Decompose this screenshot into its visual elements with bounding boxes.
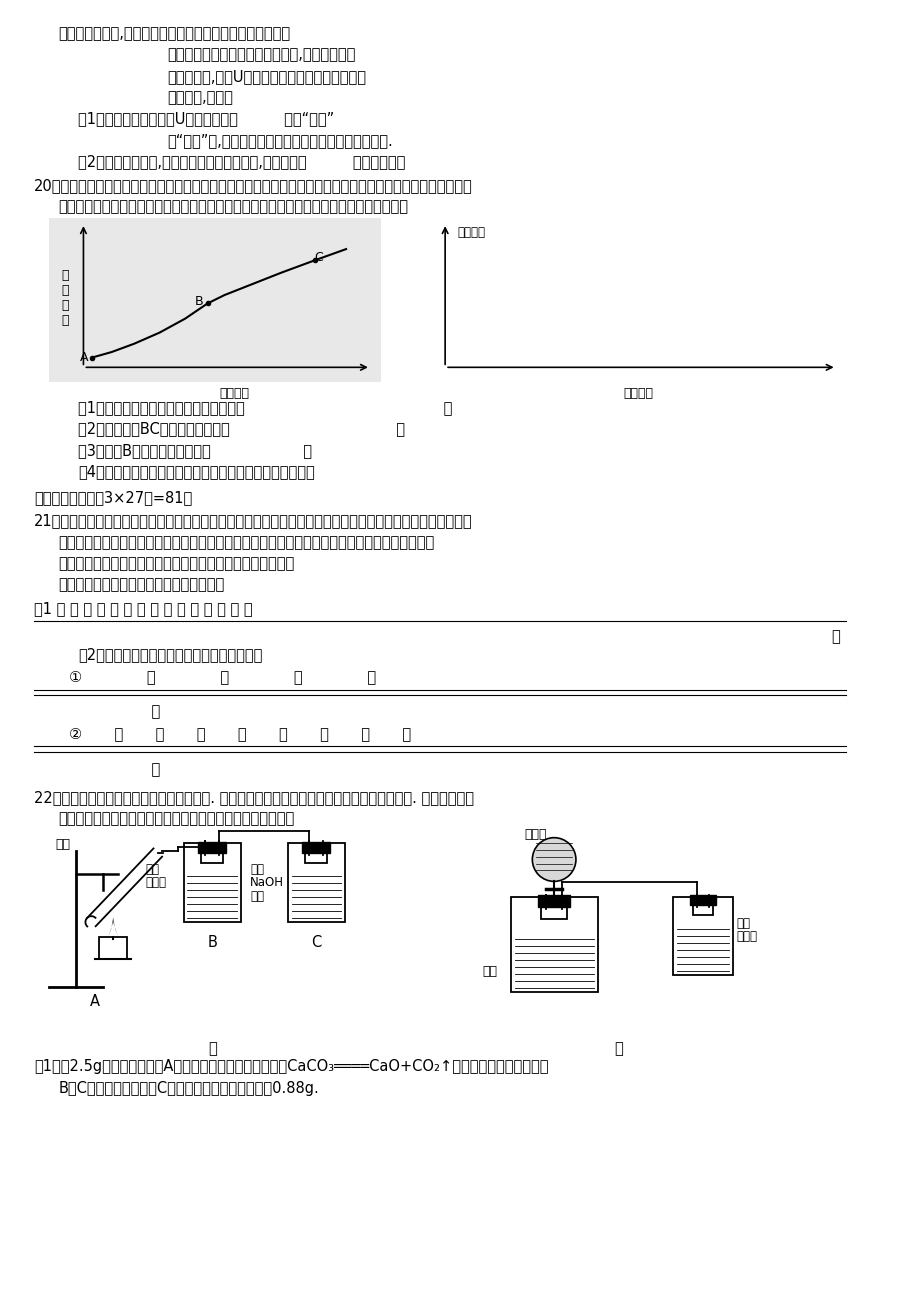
Text: A: A: [90, 993, 100, 1009]
Bar: [199, 841, 226, 853]
Text: B、C装置，实验后发现C装置中氮氧化钓溶液增加了0.88g.: B、C装置，实验后发现C装置中氮氧化钓溶液增加了0.88g.: [59, 1081, 319, 1095]
Bar: [288, 842, 345, 922]
Text: 平的桌面上,观察U形管（装有红墨水）两端液面的: 平的桌面上,观察U形管（装有红墨水）两端液面的: [167, 69, 367, 83]
Text: B: B: [207, 935, 217, 950]
Text: 加入稀盐酸，并振荡。如图表示反应过程中溶液质量随加入盐酸质量的变化而变化的情况。: 加入稀盐酸，并振荡。如图表示反应过程中溶液质量随加入盐酸质量的变化而变化的情况。: [59, 199, 408, 214]
Text: 气体质量: 气体质量: [457, 227, 484, 240]
Text: A: A: [80, 352, 88, 365]
Text: （2）图中线段BC对应的实验现象是                                    。: （2）图中线段BC对应的实验现象是 。: [78, 422, 405, 436]
Text: 三、科学探究题（3×27空=81）: 三、科学探究题（3×27空=81）: [34, 490, 192, 505]
Bar: [510, 897, 597, 992]
Text: 溶液变成了红色，可是过了一会儿红色就消失了。他们分别对这种意外现象的成因作了如下猜想：: 溶液变成了红色，可是过了一会儿红色就消失了。他们分别对这种意外现象的成因作了如下…: [59, 535, 435, 549]
Text: 澄清: 澄清: [736, 917, 750, 930]
Text: B: B: [194, 294, 203, 307]
Text: 21、小红和小林做氮氧化钓溶液与酔邙作用的实验时，发现了一个意外现象：向氮氧化钓溶液中滴入酔邙试液，: 21、小红和小林做氮氧化钓溶液与酔邙作用的实验时，发现了一个意外现象：向氮氧化钓…: [34, 513, 472, 529]
Bar: [692, 897, 712, 915]
Bar: [689, 896, 715, 905]
Text: 小林：可能与氮氧化钓溶液浓度大小有关。: 小林：可能与氮氧化钓溶液浓度大小有关。: [59, 577, 224, 592]
Text: 盐酸质量: 盐酸质量: [220, 387, 249, 400]
Bar: [183, 842, 241, 922]
Text: 小红：可能是氮氧化钓溶液与空气中的二氧化碳反应的缘故；: 小红：可能是氮氧化钓溶液与空气中的二氧化碳反应的缘故；: [59, 556, 295, 572]
Text: 乙: 乙: [614, 1042, 622, 1056]
Bar: [99, 937, 127, 958]
Text: ②       可       能       的       现       象       及       结       论: ② 可 能 的 现 象 及 结 论: [69, 727, 410, 741]
Bar: [540, 897, 566, 919]
Text: 足量: 足量: [146, 862, 160, 875]
Text: （2）请你设计实验验证小林的猜想是否正确。: （2）请你设计实验验证小林的猜想是否正确。: [78, 647, 263, 661]
Text: C: C: [311, 935, 321, 950]
Text: （3）图中B点时溶液中的溶质是                    。: （3）图中B点时溶液中的溶质是 。: [78, 443, 312, 458]
Text: （1）实验二中若观察到U型管左端液面          （填“升高”: （1）实验二中若观察到U型管左端液面 （填“升高”: [78, 112, 335, 126]
Bar: [673, 897, 732, 975]
Text: （1）取2.5g水垄按图甲中的A装置高温加热充分反应（已知CaCO₃════CaO+CO₂↑），产生的气体依次通过: （1）取2.5g水垄按图甲中的A装置高温加热充分反应（已知CaCO₃════Ca…: [34, 1060, 548, 1074]
Text: 浓硫酸: 浓硫酸: [146, 876, 166, 889]
Bar: [201, 842, 223, 862]
Text: 。: 。: [59, 762, 160, 777]
Text: 变化情况,请问：: 变化情况,请问：: [167, 90, 233, 105]
Text: 注入等量的氮氧化钓溶液和蔻馅水,振荡后放在水: 注入等量的氮氧化钓溶液和蔻馅水,振荡后放在水: [167, 47, 356, 62]
Text: 水垄: 水垄: [56, 837, 71, 850]
Circle shape: [532, 837, 575, 881]
Text: NaOH: NaOH: [250, 876, 284, 889]
Text: 或“降低”）,则证明溶液中的氮氧化钓能与二氧化碳反应.: 或“降低”）,则证明溶液中的氮氧化钓能与二氧化碳反应.: [167, 133, 393, 148]
Text: ①              实              验              方              法: ① 实 验 方 法: [69, 669, 375, 685]
Text: 浓盐酸: 浓盐酸: [524, 828, 546, 841]
Bar: [305, 842, 327, 862]
Text: 没有其它物质，于是他收集水垄后经低温烘干进行下列实验：: 没有其它物质，于是他收集水垄后经低温烘干进行下列实验：: [59, 811, 295, 827]
Text: 实验二：如图乙,向两个装满二氧化碳的同样规格的瓶中分别: 实验二：如图乙,向两个装满二氧化碳的同样规格的瓶中分别: [59, 26, 290, 42]
Text: （1）写出氮氧化钓溶液变质的化学方程式                                           。: （1）写出氮氧化钓溶液变质的化学方程式 。: [78, 400, 452, 415]
Bar: [49, 219, 380, 383]
Text: （1 ） 老 师 否 定 了 小 红 的 猜 想 ， 理 由 是: （1 ） 老 师 否 定 了 小 红 的 猜 想 ， 理 由 是: [34, 602, 252, 616]
Bar: [302, 841, 330, 853]
Polygon shape: [108, 917, 118, 937]
Text: C: C: [314, 251, 323, 264]
Text: ；: ；: [59, 704, 160, 720]
Text: 22、小科发现暖水瓶中有一层淡黄色的水垄. 据悩，该地区的水垄中除了碳酸馒外，无其它盐类. 他想探究还有: 22、小科发现暖水瓶中有一层淡黄色的水垄. 据悩，该地区的水垄中除了碳酸馒外，无…: [34, 790, 473, 805]
Text: 足量: 足量: [250, 862, 264, 875]
Text: （4）在右图中画出产生气体的质量与加入盐酸的质量关系。: （4）在右图中画出产生气体的质量与加入盐酸的质量关系。: [78, 465, 315, 479]
Text: 石灰水: 石灰水: [736, 930, 756, 943]
Text: 溶
液
质
量: 溶 液 质 量: [62, 268, 69, 327]
Text: ；: ；: [831, 629, 839, 643]
Text: 甲: 甲: [208, 1042, 216, 1056]
Text: 盐酸质量: 盐酸质量: [623, 387, 652, 400]
Text: 溶液: 溶液: [250, 889, 264, 902]
Text: 水垄: 水垄: [482, 965, 497, 978]
Text: （2）与实验一相比,同学们认为实验二更合理,因为它排除          对实验的干扰: （2）与实验一相比,同学们认为实验二更合理,因为它排除 对实验的干扰: [78, 154, 405, 169]
Bar: [538, 896, 570, 907]
Text: 20、敬口放置的氮氧化钓溶液易吸收空气中的二氧化碳而变质。现向一定质量且部分变质的氮氧化钓溶液中逐滴: 20、敬口放置的氮氧化钓溶液易吸收空气中的二氧化碳而变质。现向一定质量且部分变质…: [34, 177, 472, 193]
